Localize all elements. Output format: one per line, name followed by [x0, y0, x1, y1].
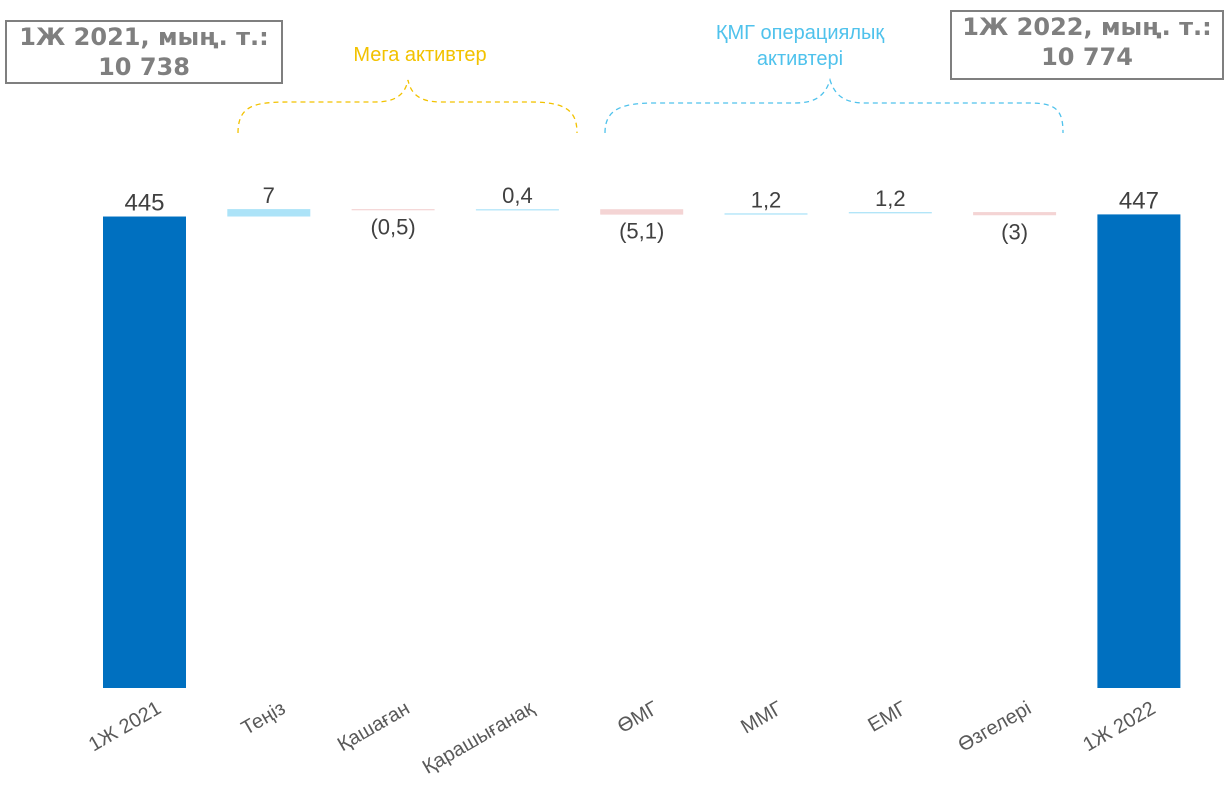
bar-1ж-2022 [1097, 214, 1181, 688]
bar-ммг [724, 213, 808, 215]
group-label-kmg: ҚМГ операциялық активтері [650, 20, 950, 72]
category-label-ммг: ММГ [737, 697, 786, 738]
value-label-өмг: (5,1) [619, 219, 664, 244]
bar-қашаған [351, 209, 435, 211]
summary-box-2022: 1Ж 2022, мың. т.: 10 774 [950, 10, 1224, 80]
summary-box-2021: 1Ж 2021, мың. т.: 10 738 [5, 20, 283, 84]
group-label-mega: Мега активтер [353, 44, 487, 66]
category-label-қашаған: Қашаған [334, 697, 414, 756]
summary-label-2022: 1Ж 2022, мың. т.: [962, 13, 1212, 41]
category-label-1ж-2021: 1Ж 2021 [85, 697, 165, 756]
bracket-mega [237, 79, 578, 134]
summary-label-2021: 1Ж 2021, мың. т.: [19, 23, 269, 51]
summary-value-2022: 10 774 [1041, 43, 1133, 71]
group-label-kmg-line1: ҚМГ операциялық [715, 22, 885, 44]
category-label-өзгелері: Өзгелері [954, 697, 1035, 756]
bar-емг [848, 212, 932, 214]
value-label-1ж-2022: 447 [1119, 187, 1159, 214]
summary-value-2021: 10 738 [98, 53, 190, 81]
category-label-қарашығанақ: Қарашығанақ [419, 697, 538, 779]
category-label-емг: ЕМГ [864, 697, 911, 737]
value-label-өзгелері: (3) [1001, 219, 1028, 244]
value-label-қашаған: (0,5) [370, 214, 415, 239]
category-label-теңіз: Теңіз [238, 697, 290, 739]
value-label-қарашығанақ: 0,4 [502, 183, 533, 208]
category-label-өмг: ӨМГ [614, 697, 662, 738]
bar-1ж-2021 [103, 216, 186, 688]
bar-теңіз [227, 209, 311, 217]
category-label-1ж-2022: 1Ж 2022 [1079, 697, 1159, 756]
value-label-1ж-2021: 445 [124, 190, 164, 217]
value-label-теңіз: 7 [263, 183, 275, 208]
value-label-ммг: 1,2 [751, 187, 782, 212]
bar-өзгелері [973, 212, 1057, 216]
bracket-kmg [604, 77, 1064, 134]
group-label-kmg-line2: активтері [756, 48, 844, 70]
bar-қарашығанақ [475, 209, 559, 211]
value-label-емг: 1,2 [875, 186, 906, 211]
bar-өмг [600, 209, 684, 215]
